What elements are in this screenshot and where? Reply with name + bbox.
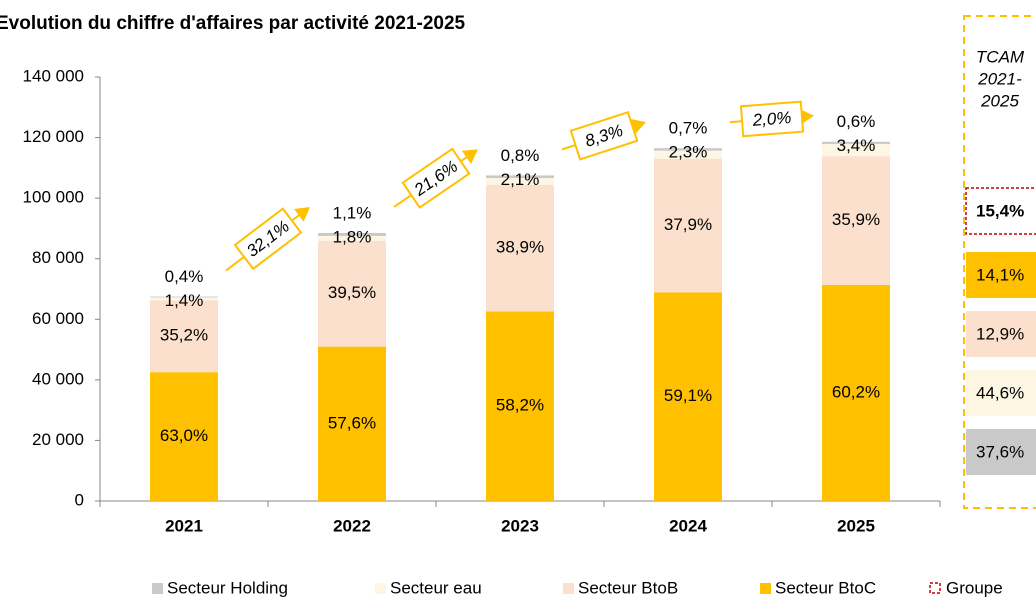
y-tick-label: 0 [75, 490, 84, 509]
bar-segment [318, 346, 386, 501]
legend-label: Groupe [946, 578, 1003, 597]
value-label: 2,1% [501, 170, 540, 189]
growth-arrow: 8,3% [561, 111, 646, 161]
value-label: 0,4% [165, 267, 204, 286]
growth-arrow: 2,0% [729, 100, 815, 138]
chart-title: Evolution du chiffre d'affaires par acti… [0, 13, 466, 34]
tcam-title: 2021- [977, 69, 1022, 88]
bar-segment [318, 240, 386, 347]
growth-label: 2,0% [751, 108, 792, 130]
value-label: 1,8% [333, 227, 372, 246]
x-tick-label: 2025 [837, 516, 875, 535]
bar-segment [486, 311, 554, 501]
tcam-label: 12,9% [976, 324, 1024, 343]
bar-segment [318, 235, 386, 241]
x-tick-label: 2022 [333, 516, 371, 535]
legend-swatch [152, 583, 163, 594]
bar-segment [822, 141, 890, 144]
tcam-box [966, 311, 1036, 357]
tcam-box [966, 429, 1036, 475]
value-label: 2,3% [669, 143, 708, 162]
y-tick-label: 20 000 [32, 430, 84, 449]
value-label: 3,4% [837, 136, 876, 155]
growth-box [739, 100, 805, 138]
tcam-box [966, 252, 1036, 298]
x-tick-label: 2021 [165, 516, 203, 535]
bar-segment [318, 232, 386, 236]
bar-segment [486, 175, 554, 179]
y-tick-label: 80 000 [32, 248, 84, 267]
bar-segment [654, 148, 722, 151]
tcam-label: 44,6% [976, 383, 1024, 402]
bar-segment [150, 297, 218, 301]
value-label: 0,7% [669, 119, 708, 138]
legend-label: Secteur BtoC [775, 578, 876, 597]
growth-box [233, 207, 303, 271]
value-label: 0,8% [501, 146, 540, 165]
tcam-title: 2025 [980, 91, 1019, 110]
bar-segment [654, 292, 722, 501]
bar-segment [150, 372, 218, 501]
x-tick-label: 2023 [501, 516, 539, 535]
bar-segment [654, 158, 722, 293]
bar-segment [486, 178, 554, 185]
arrow-head [294, 206, 311, 222]
value-label: 39,5% [328, 283, 376, 302]
value-label: 63,0% [160, 426, 208, 445]
bar-segment [822, 156, 890, 285]
value-label: 0,6% [837, 112, 876, 131]
bar-segment [486, 184, 554, 312]
legend-label: Secteur BtoB [578, 578, 678, 597]
bar-segment [822, 143, 890, 157]
legend-swatch [375, 583, 386, 594]
x-tick-label: 2024 [669, 516, 707, 535]
growth-arrow: 32,1% [225, 206, 311, 272]
y-tick-label: 140 000 [23, 66, 84, 85]
value-label: 37,9% [664, 215, 712, 234]
growth-box [401, 147, 471, 209]
value-label: 38,9% [496, 238, 544, 257]
legend-swatch [760, 583, 771, 594]
legend-label: Secteur Holding [167, 578, 288, 597]
legend-swatch [563, 583, 574, 594]
tcam-frame [963, 15, 1036, 509]
value-label: 57,6% [328, 413, 376, 432]
y-tick-label: 60 000 [32, 309, 84, 328]
value-label: 58,2% [496, 396, 544, 415]
y-tick-label: 40 000 [32, 369, 84, 388]
y-tick-label: 100 000 [23, 188, 84, 207]
value-label: 35,9% [832, 210, 880, 229]
legend-swatch [929, 582, 941, 594]
tcam-box [966, 370, 1036, 416]
value-label: 60,2% [832, 382, 880, 401]
tcam-label: 37,6% [976, 442, 1024, 461]
value-label: 59,1% [664, 386, 712, 405]
tcam-title: TCAM [976, 47, 1025, 66]
bar-segment [654, 150, 722, 159]
y-tick-label: 120 000 [23, 127, 84, 146]
tcam-label: 15,4% [976, 201, 1024, 220]
growth-arrow: 21,6% [393, 147, 479, 209]
bar-segment [150, 296, 218, 298]
value-label: 35,2% [160, 326, 208, 345]
tcam-box [965, 187, 1036, 235]
growth-box [569, 111, 639, 161]
bar-segment [822, 284, 890, 501]
tcam-label: 14,1% [976, 265, 1024, 284]
value-label: 1,1% [333, 203, 372, 222]
legend-label: Secteur eau [390, 578, 482, 597]
arrow-head [461, 149, 479, 164]
bar-segment [150, 300, 218, 373]
value-label: 1,4% [165, 291, 204, 310]
